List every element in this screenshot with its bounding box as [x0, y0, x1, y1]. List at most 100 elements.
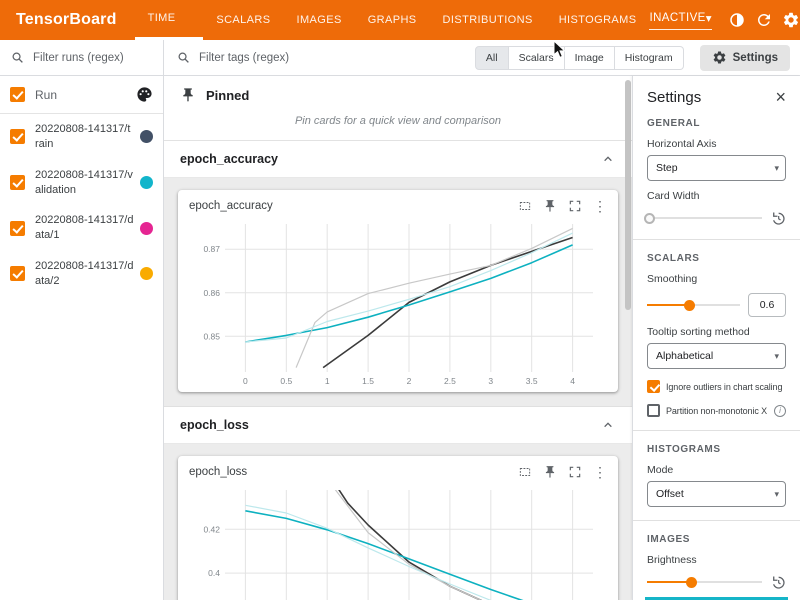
tag-section-body: epoch_loss ⋮ 00.511.522.533.540.360.380.…: [164, 443, 632, 600]
pin-icon[interactable]: [543, 199, 557, 213]
horizontal-axis-select[interactable]: Step ▾: [647, 155, 786, 181]
tag-filter-image[interactable]: Image: [564, 45, 615, 70]
pin-icon[interactable]: [543, 465, 557, 479]
run-checkbox[interactable]: [10, 175, 25, 191]
gear-icon: [712, 50, 727, 65]
histogram-mode-select[interactable]: Offset ▾: [647, 481, 786, 507]
run-color-dot: [140, 221, 153, 235]
run-color-dot: [140, 267, 153, 281]
info-icon[interactable]: i: [774, 404, 786, 417]
tab-images[interactable]: IMAGES: [296, 14, 342, 26]
run-row[interactable]: 20220808-141317/data/2: [0, 251, 163, 297]
card-width-label: Card Width: [647, 190, 700, 202]
svg-text:0: 0: [243, 376, 248, 386]
chevron-down-icon: ▾: [705, 12, 712, 25]
fit-domain-icon[interactable]: [518, 465, 532, 479]
palette-icon[interactable]: [136, 86, 153, 103]
main-nav: TIME SERIES SCALARS IMAGES GRAPHS DISTRI…: [134, 0, 650, 61]
smoothing-label: Smoothing: [647, 273, 698, 285]
partition-x-axis-checkbox[interactable]: [647, 404, 660, 417]
content-area: Run 20220808-141317/train 20220808-14131…: [0, 76, 800, 600]
fit-domain-icon[interactable]: [518, 199, 532, 213]
search-icon: [176, 50, 191, 65]
ignore-outliers-row[interactable]: Ignore outliers in chart scaling: [647, 380, 786, 393]
tag-section-body: epoch_accuracy ⋮ 0 0.5 1 1.5 2 2.5 3 3.5 4 0.85 0.…: [164, 177, 632, 407]
select-all-runs-checkbox[interactable]: [10, 87, 25, 102]
tab-graphs[interactable]: GRAPHS: [367, 14, 417, 26]
tag-filter-scalars[interactable]: Scalars: [508, 45, 565, 70]
card-title: epoch_accuracy: [189, 200, 273, 212]
tag-section-epoch-loss: epoch_loss epoch_loss ⋮ 00.511.522.533.: [164, 407, 632, 600]
run-row[interactable]: 20220808-141317/data/1: [0, 205, 163, 251]
run-row[interactable]: 20220808-141317/validation: [0, 160, 163, 206]
brightness-slider[interactable]: [647, 575, 762, 589]
svg-text:1: 1: [325, 376, 330, 386]
chevron-up-icon[interactable]: [600, 151, 616, 167]
tab-distributions[interactable]: DISTRIBUTIONS: [442, 14, 533, 26]
settings-button[interactable]: Settings: [699, 44, 790, 71]
run-row[interactable]: 20220808-141317/train: [0, 114, 163, 160]
chevron-up-icon[interactable]: [600, 417, 616, 433]
runs-column-header: Run: [35, 87, 58, 102]
tag-type-filter-group: All Scalars Image Histogram: [474, 45, 684, 70]
tag-filter-histogram[interactable]: Histogram: [614, 45, 684, 70]
pinned-title: Pinned: [206, 87, 250, 103]
histogram-mode-label: Mode: [647, 464, 674, 476]
run-label: 20220808-141317/train: [35, 123, 131, 150]
run-color-dot: [140, 176, 153, 190]
chevron-down-icon: ▾: [774, 350, 779, 361]
pinned-empty-message: Pin cards for a quick view and compariso…: [164, 107, 632, 141]
tag-section-title: epoch_loss: [180, 418, 249, 432]
tab-histograms[interactable]: HISTOGRAMS: [558, 14, 637, 26]
cards-main-area: Pinned Pin cards for a quick view and co…: [164, 76, 632, 600]
svg-text:2.5: 2.5: [444, 376, 456, 386]
smoothing-value-input[interactable]: [748, 293, 786, 317]
gear-icon[interactable]: [782, 8, 800, 32]
svg-text:0.85: 0.85: [203, 331, 220, 341]
run-checkbox[interactable]: [10, 266, 25, 282]
epoch-loss-chart[interactable]: 00.511.522.533.540.360.380.40.42: [187, 484, 609, 600]
epoch-accuracy-chart[interactable]: 0 0.5 1 1.5 2 2.5 3 3.5 4 0.85 0.86 0.87: [187, 218, 609, 388]
close-icon[interactable]: ×: [775, 87, 786, 107]
settings-panel: Settings × GENERAL Horizontal Axis Step …: [632, 76, 800, 600]
fullscreen-icon[interactable]: [568, 199, 582, 213]
filter-tags-input[interactable]: [199, 51, 463, 64]
tab-scalars[interactable]: SCALARS: [216, 14, 271, 26]
partition-x-axis-row[interactable]: Partition non-monotonic X axis i: [647, 404, 786, 417]
ignore-outliers-label: Ignore outliers in chart scaling: [666, 381, 783, 392]
theme-toggle-icon[interactable]: [728, 8, 746, 32]
tag-filter-all[interactable]: All: [474, 45, 509, 70]
tooltip-sorting-select[interactable]: Alphabetical ▾: [647, 343, 786, 369]
more-options-icon[interactable]: ⋮: [593, 464, 607, 480]
filter-runs-input[interactable]: [33, 51, 153, 64]
reset-card-width-icon[interactable]: [770, 210, 786, 226]
run-checkbox[interactable]: [10, 129, 25, 145]
smoothing-slider[interactable]: [647, 298, 740, 312]
tab-time-series[interactable]: TIME SERIES: [134, 0, 204, 61]
ignore-outliers-checkbox[interactable]: [647, 380, 660, 393]
refresh-icon[interactable]: [755, 8, 773, 32]
runs-filter-container: [0, 40, 164, 75]
card-width-slider[interactable]: [644, 211, 762, 225]
tag-section-title: epoch_accuracy: [180, 152, 278, 166]
svg-text:0.86: 0.86: [203, 288, 220, 298]
reload-status-select[interactable]: INACTIVE ▾: [649, 11, 712, 30]
pin-icon: [180, 87, 196, 103]
fullscreen-icon[interactable]: [568, 465, 582, 479]
run-checkbox[interactable]: [10, 220, 25, 236]
svg-text:2: 2: [407, 376, 412, 386]
general-heading: GENERAL: [647, 118, 701, 129]
svg-text:4: 4: [570, 376, 575, 386]
reset-brightness-icon[interactable]: [770, 574, 786, 590]
tag-section-header[interactable]: epoch_accuracy: [164, 141, 632, 177]
brightness-label: Brightness: [647, 554, 697, 566]
svg-text:3.5: 3.5: [526, 376, 538, 386]
main-scrollbar[interactable]: [625, 80, 631, 310]
more-options-icon[interactable]: ⋮: [593, 198, 607, 214]
tag-section-header[interactable]: epoch_loss: [164, 407, 632, 443]
runs-sidebar: Run 20220808-141317/train 20220808-14131…: [0, 76, 164, 600]
svg-text:1.5: 1.5: [362, 376, 374, 386]
histograms-heading: HISTOGRAMS: [647, 444, 721, 455]
images-heading: IMAGES: [647, 534, 691, 545]
scalar-card: epoch_accuracy ⋮ 0 0.5 1 1.5 2 2.5 3 3.5 4 0.85 0.…: [178, 190, 618, 392]
